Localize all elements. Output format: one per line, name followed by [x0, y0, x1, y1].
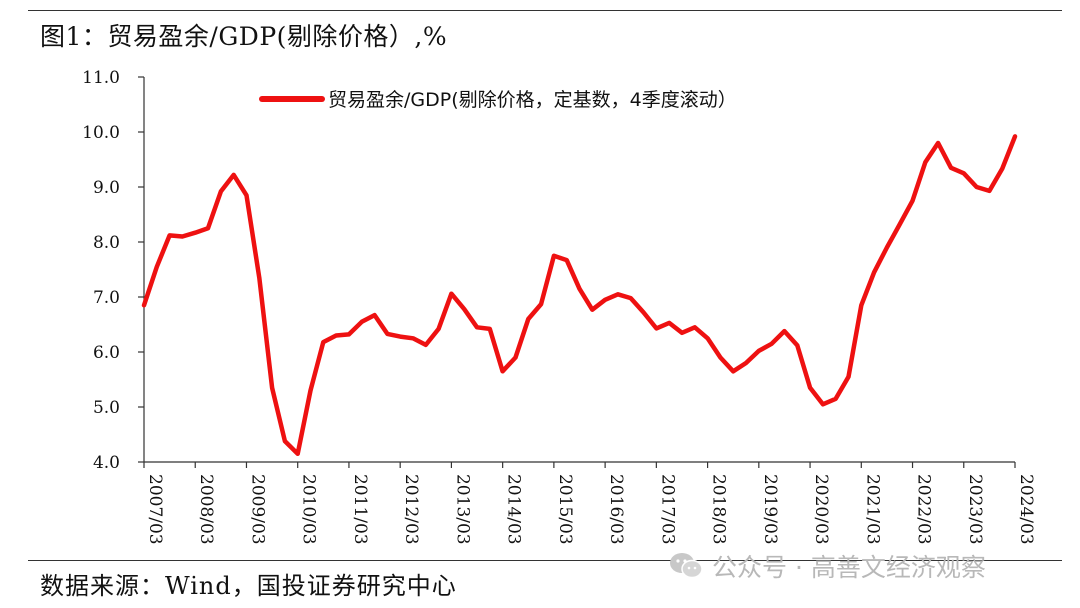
line-chart: 4.0 5.0 6.0 7.0 8.0 9.0 10.0 11.0 2007/03 2008/0…	[82, 68, 1036, 545]
x-tick-label: 2012/03	[401, 474, 421, 545]
x-tick-label: 2013/03	[452, 474, 472, 545]
wechat-icon	[670, 553, 703, 579]
x-tick-label: 2009/03	[247, 474, 267, 545]
x-tick-label: 2023/03	[965, 474, 985, 545]
x-tick-label: 2014/03	[504, 474, 524, 545]
x-tick-label: 2021/03	[862, 474, 882, 545]
x-tick-label: 2020/03	[811, 474, 831, 545]
x-tick-label: 2016/03	[606, 474, 626, 545]
bottom-rule	[28, 560, 1062, 561]
figure-title: 图1：贸易盈余/GDP(剔除价格）,%	[40, 22, 448, 51]
watermark: 公众号 · 高善文经济观察	[668, 548, 986, 584]
x-tick-label: 2024/03	[1016, 474, 1036, 545]
x-tick-label: 2010/03	[299, 474, 319, 545]
x-tick-label: 2017/03	[657, 474, 677, 545]
x-tick-label: 2015/03	[555, 474, 575, 545]
series-line	[141, 134, 1018, 457]
watermark-text: 公众号 · 高善文经济观察	[712, 553, 986, 582]
y-tick-label: 4.0	[93, 453, 120, 473]
x-axis: 2007/03 2008/03 2009/03 2010/03 2011/03 2012/…	[143, 461, 1036, 545]
y-axis: 4.0 5.0 6.0 7.0 8.0 9.0 10.0 11.0	[82, 68, 145, 473]
y-tick-label: 8.0	[93, 233, 120, 253]
y-tick-label: 6.0	[93, 343, 120, 363]
x-tick-label: 2019/03	[760, 474, 780, 545]
x-tick-label: 2022/03	[914, 474, 934, 545]
x-tick-label: 2008/03	[196, 474, 216, 545]
x-tick-label: 2007/03	[145, 474, 165, 545]
series-layer	[141, 134, 1018, 457]
y-tick-label: 5.0	[93, 398, 120, 418]
y-tick-label: 9.0	[93, 178, 120, 198]
top-rule	[28, 10, 1062, 11]
y-tick-label: 7.0	[93, 288, 120, 308]
legend-label: 贸易盈余/GDP(剔除价格，定基数，4季度滚动）	[328, 89, 737, 111]
y-tick-label: 10.0	[82, 123, 120, 143]
y-tick-label: 11.0	[82, 68, 120, 88]
x-tick-label: 2011/03	[350, 474, 370, 545]
x-tick-label: 2018/03	[709, 474, 729, 545]
legend: 贸易盈余/GDP(剔除价格，定基数，4季度滚动）	[259, 89, 737, 111]
source-note: 数据来源：Wind，国投证券研究中心	[40, 572, 457, 600]
